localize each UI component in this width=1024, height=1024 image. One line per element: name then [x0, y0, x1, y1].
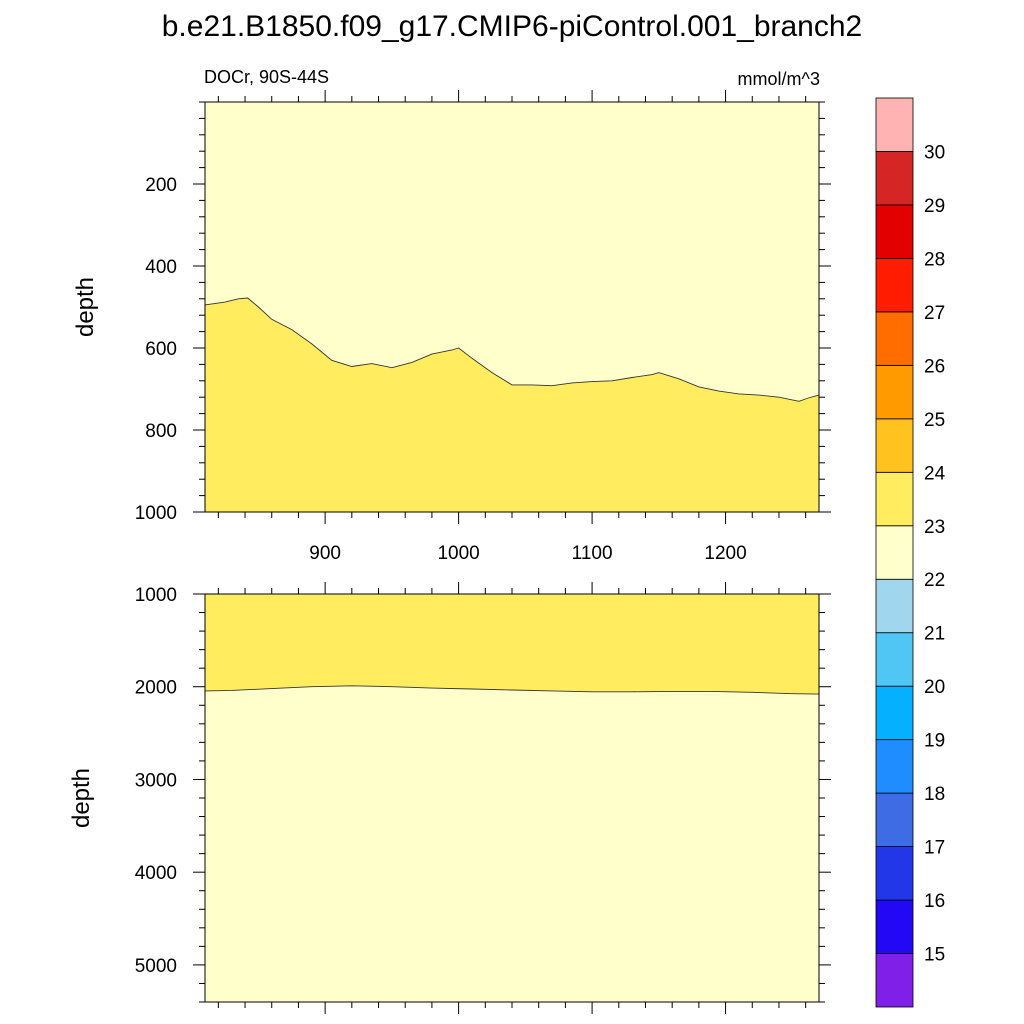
y-axis-label: depth: [72, 277, 99, 337]
colorbar-label: 26: [924, 356, 945, 377]
region-below-contour: [205, 298, 819, 512]
colorbar-label: 25: [924, 410, 945, 431]
colorbar-label: 17: [924, 838, 945, 859]
colorbar-segment: [875, 632, 914, 687]
colorbar-segment: [875, 471, 914, 527]
y-tick-label: 5000: [135, 956, 177, 977]
colorbar-segment: [875, 685, 914, 741]
colorbar-segment: [875, 953, 914, 1008]
colorbar-label: 22: [924, 570, 945, 591]
colorbar-segment: [875, 792, 914, 847]
y-tick-label: 600: [145, 339, 177, 360]
contour-line-23: [204, 297, 820, 402]
colorbar-label: 23: [924, 517, 945, 538]
colorbar-label: 21: [924, 624, 945, 645]
y-tick-label: 800: [145, 421, 177, 442]
y-tick-label: 2000: [135, 678, 177, 699]
y-tick-label: 200: [145, 175, 177, 196]
colorbar-segment: [875, 311, 914, 366]
colorbar-segment: [875, 578, 914, 634]
colorbar-label: 24: [924, 463, 946, 484]
units-label: mmol/m^3: [738, 69, 820, 89]
y-tick-label: 4000: [135, 863, 177, 884]
region-below-contour: [205, 685, 819, 1002]
colorbar-label: 16: [924, 891, 945, 912]
y-tick-label: 1000: [135, 503, 177, 524]
colorbar-segment: [875, 846, 914, 901]
x-tick-label: 1000: [437, 543, 479, 564]
y-axis-label: depth: [68, 768, 95, 828]
variable-region-label: DOCr, 90S-44S: [204, 67, 329, 87]
colorbar-label: 27: [924, 303, 945, 324]
colorbar-segment: [875, 204, 914, 259]
x-tick-label: 900: [309, 543, 341, 564]
colorbar-label: 18: [924, 784, 945, 805]
colorbar-segment: [875, 364, 914, 420]
colorbar-segment: [875, 739, 914, 794]
upper-depth-panel: 200 400 600 800 1000 900 1000 1100 1200 depth: [72, 90, 831, 564]
chart-title: b.e21.B1850.f09_g17.CMIP6-piControl.001_…: [162, 10, 863, 43]
y-tick-label: 400: [145, 257, 177, 278]
x-tick-label: 1100: [572, 543, 613, 564]
colorbar-label: 20: [924, 677, 945, 698]
lower-depth-panel: 1000 2000 3000 4000 5000 depth: [68, 582, 831, 1014]
colorbar-label: 19: [924, 731, 945, 752]
colorbar-segment: [875, 258, 914, 313]
colorbar-segment: [875, 97, 914, 152]
x-tick-label: 1200: [704, 543, 746, 564]
colorbar: 15 16 17 18 19 20 21 22 23 24 25 26 27 28 29 30: [875, 97, 946, 1008]
y-tick-label: 1000: [135, 585, 177, 606]
colorbar-label: 30: [924, 142, 945, 163]
colorbar-segment: [875, 151, 914, 206]
colorbar-segment: [875, 899, 914, 954]
colorbar-segment: [875, 525, 914, 580]
y-tick-label: 3000: [135, 770, 177, 791]
colorbar-label: 29: [924, 196, 945, 217]
colorbar-label: 15: [924, 945, 945, 966]
contour-line-23: [204, 685, 820, 695]
colorbar-segment: [875, 418, 914, 473]
colorbar-label: 28: [924, 249, 945, 270]
